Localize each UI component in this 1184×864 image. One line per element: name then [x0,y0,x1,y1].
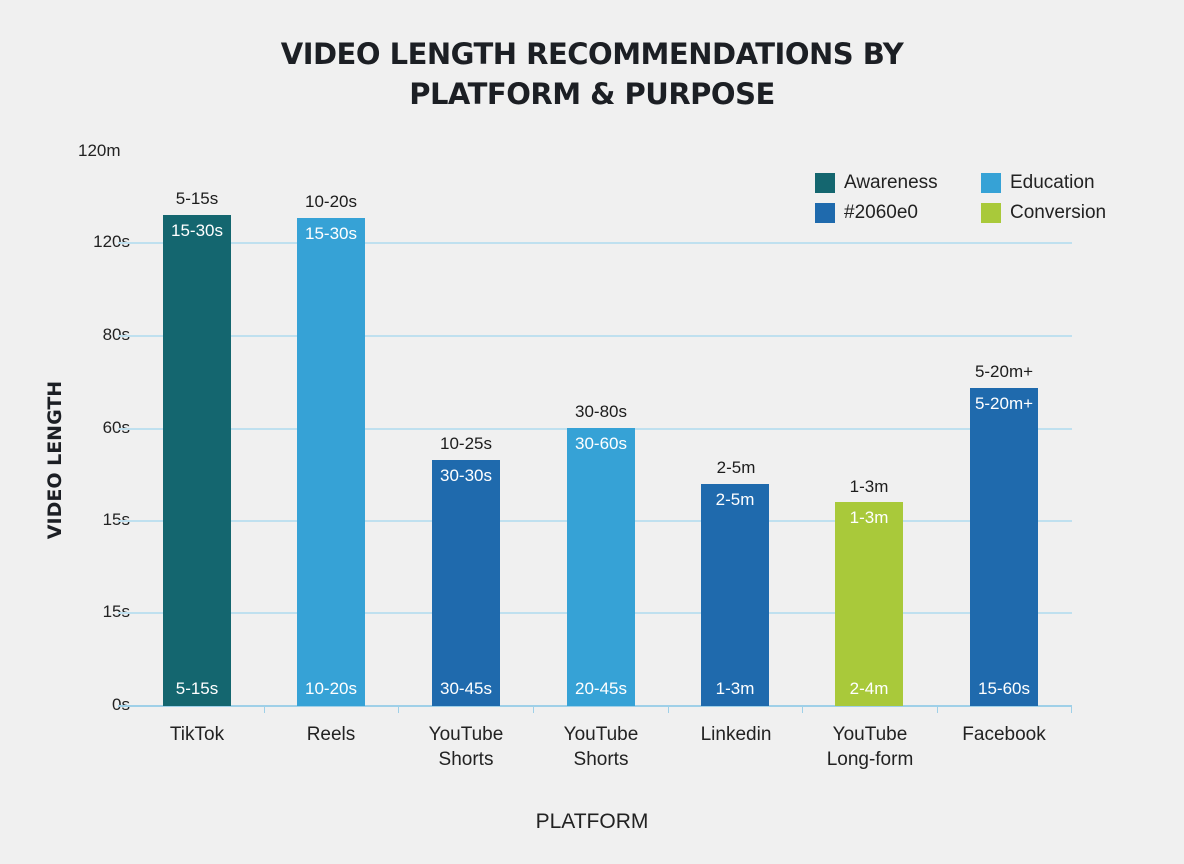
category-line: Facebook [962,724,1046,745]
bar-inner-top-label: 5-20m+ [974,394,1034,413]
bar-reels[interactable]: 15-30s 10-20s [297,218,365,706]
bar-inner-top-label: 1-3m [849,508,889,527]
bar-linkedin[interactable]: 2-5m 1-3m [701,484,769,706]
gridline [118,335,1072,337]
bar-inner-bottom-label: 15-60s [978,679,1030,698]
legend-label: Education [1010,172,1095,193]
x-tick-mark [802,706,803,713]
legend-label: Conversion [1010,202,1107,223]
bar-label-top: 30-80s [575,402,627,421]
legend-item-blue[interactable]: #2060e0 [815,202,918,224]
chart-title: VIDEO LENGTH RECOMMENDATIONS BY PLATFORM… [0,34,1184,114]
bar-inner-top-label: 15-30s [305,224,357,243]
legend-item-education[interactable]: Education [981,172,1095,194]
category-line: Linkedin [700,724,772,745]
bar-inner-top-label: 2-5m [715,490,755,509]
category-line: YouTube [832,724,908,745]
x-tick-mark [533,706,534,713]
category-line: Shorts [438,749,494,770]
x-category-reels: Reels [261,722,401,747]
title-line-1: VIDEO LENGTH RECOMMENDATIONS BY [280,37,904,71]
bar-tiktok[interactable]: 15-30s 5-15s [163,215,231,706]
bar-youtube-long-form[interactable]: 1-3m 2-4m [835,502,903,706]
x-category-youtube-shorts-2: YouTube Shorts [531,722,671,772]
legend-swatch-icon [981,173,1001,193]
bar-youtube-shorts-1[interactable]: 30-30s 30-45s [432,460,500,706]
y-tick-60s: 60s [102,418,130,437]
x-tick-mark [668,706,669,713]
x-category-facebook: Facebook [934,722,1074,747]
legend-swatch-icon [981,203,1001,223]
bar-inner-bottom-label: 20-45s [575,679,627,698]
title-line-2: PLATFORM & PURPOSE [409,77,775,111]
bar-label-top: 10-20s [305,192,357,211]
category-line: Long-form [826,749,914,770]
y-tick-15s-upper: 15s [102,510,130,529]
bar-inner-bottom-label: 2-4m [849,679,889,698]
x-tick-mark [398,706,399,713]
bar-facebook[interactable]: 5-20m+ 15-60s [970,388,1038,706]
x-category-youtube-shorts-1: YouTube Shorts [396,722,536,772]
x-tick-mark [1071,706,1072,713]
bar-label-top: 1-3m [849,477,889,496]
bar-inner-bottom-label: 10-20s [305,679,357,698]
bar-inner-top-label: 15-30s [171,221,223,240]
legend-swatch-icon [815,203,835,223]
legend-label: Awareness [844,172,938,193]
bar-inner-bottom-label: 5-15s [175,679,219,698]
legend-label: #2060e0 [844,202,918,223]
x-axis-label: PLATFORM [535,810,649,833]
x-tick-mark [264,706,265,713]
bar-inner-top-label: 30-30s [440,466,492,485]
bar-label-top: 10-25s [440,434,492,453]
bar-inner-bottom-label: 30-45s [440,679,492,698]
bar-label-top: 5-15s [175,189,219,208]
bar-inner-bottom-label: 1-3m [715,679,755,698]
y-tick-80s: 80s [102,325,130,344]
bar-label-top: 5-20m+ [974,362,1034,381]
legend-swatch-icon [815,173,835,193]
category-line: Reels [306,724,356,745]
y-tick-120s: 120s [93,232,130,251]
bar-youtube-shorts-2[interactable]: 30-60s 20-45s [567,428,635,706]
x-tick-mark [937,706,938,713]
legend-item-awareness[interactable]: Awareness [815,172,938,194]
gridline [118,242,1072,244]
y-tick-0s: 0s [60,695,130,715]
x-category-tiktok: TikTok [127,722,267,747]
category-line: Shorts [573,749,629,770]
category-line: YouTube [563,724,639,745]
category-line: TikTok [169,724,225,745]
y-tick-15s-lower: 15s [102,602,130,621]
bar-label-top: 2-5m [716,458,756,477]
y-tick-120m: 120m [78,141,121,160]
legend-item-conversion[interactable]: Conversion [981,202,1106,224]
category-line: YouTube [428,724,504,745]
x-category-youtube-long-form: YouTube Long-form [800,722,940,772]
bar-inner-top-label: 30-60s [575,434,627,453]
x-category-linkedin: Linkedin [666,722,806,747]
x-axis-baseline [118,705,1072,707]
